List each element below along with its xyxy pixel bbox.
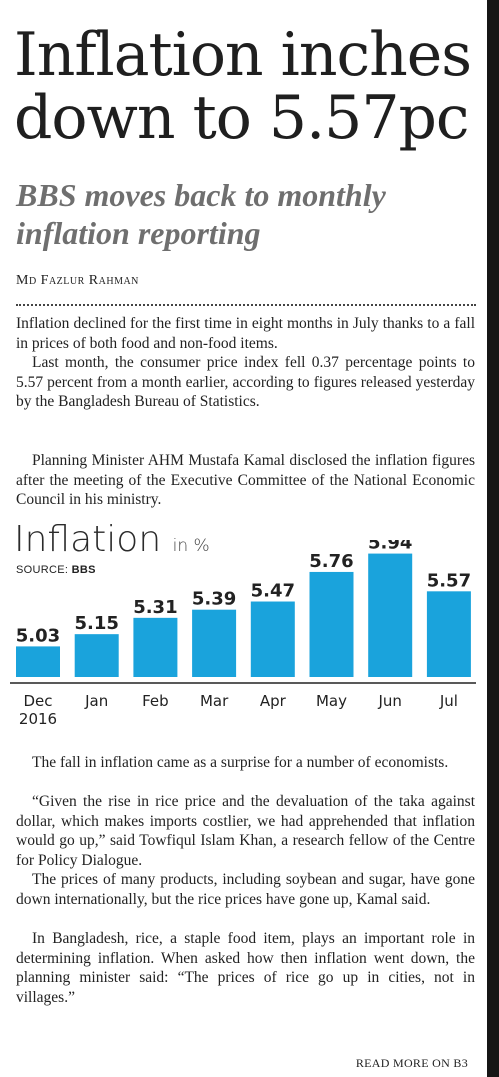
chart-source-value: BBS — [71, 564, 96, 576]
data-label: 5.94 — [368, 540, 412, 554]
bar-apr — [250, 601, 295, 677]
data-label: 5.31 — [133, 597, 177, 618]
data-label: 5.57 — [427, 570, 471, 591]
paragraph: Inflation declined for the first time in… — [16, 315, 475, 352]
paragraph: The fall in inflation came as a surprise… — [32, 754, 449, 771]
x-tick-label: May — [316, 692, 347, 710]
chart-title: Inflation in % — [14, 520, 210, 566]
bar-jan — [74, 634, 119, 677]
paragraph: Planning Minister AHM Mustafa Kamal disc… — [16, 452, 475, 509]
data-label: 5.39 — [192, 589, 236, 610]
x-tick-label: Jun — [377, 692, 401, 710]
x-tick-label: Mar — [200, 692, 229, 710]
chart-source-label: SOURCE: — [16, 564, 69, 576]
x-tick-label: Jan — [84, 692, 108, 710]
bar-dec — [16, 646, 60, 677]
read-more-link[interactable]: READ MORE ON B3 — [355, 1056, 468, 1070]
chart-source: SOURCE: BBS — [16, 564, 96, 576]
chart-title-text: Inflation — [14, 519, 162, 560]
x-tick-label: Jul — [439, 692, 458, 710]
bar-jun — [368, 553, 413, 677]
bar-jul — [426, 591, 471, 677]
x-tick-label: Apr — [260, 692, 287, 710]
bar-mar — [192, 609, 237, 677]
subheadline: BBS moves back to monthly inflation repo… — [16, 177, 386, 251]
paragraph: In Bangladesh, rice, a staple food item,… — [16, 930, 475, 1006]
paragraph: “Given the rise in rice price and the de… — [16, 793, 475, 869]
newspaper-page: Inflation inches down to 5.57pc BBS move… — [10, 20, 476, 1070]
paragraph: The prices of many products, including s… — [16, 871, 475, 908]
chart-unit: in % — [172, 536, 210, 556]
x-tick-label: Dec — [23, 692, 52, 710]
bar-may — [309, 571, 354, 677]
byline: Md Fazlur Rahman — [16, 273, 139, 288]
data-label: 5.76 — [309, 551, 353, 572]
bar-feb — [133, 617, 178, 677]
data-label: 5.47 — [251, 581, 295, 602]
dotted-divider — [16, 304, 476, 306]
paragraph: Last month, the consumer price index fel… — [16, 354, 475, 411]
x-tick-label: Feb — [142, 692, 169, 710]
data-label: 5.15 — [74, 613, 118, 634]
data-label: 5.03 — [16, 625, 60, 646]
page-edge-bar — [487, 0, 499, 1077]
x-tick-sublabel: 2016 — [19, 710, 57, 728]
headline: Inflation inches down to 5.57pc — [14, 20, 472, 153]
